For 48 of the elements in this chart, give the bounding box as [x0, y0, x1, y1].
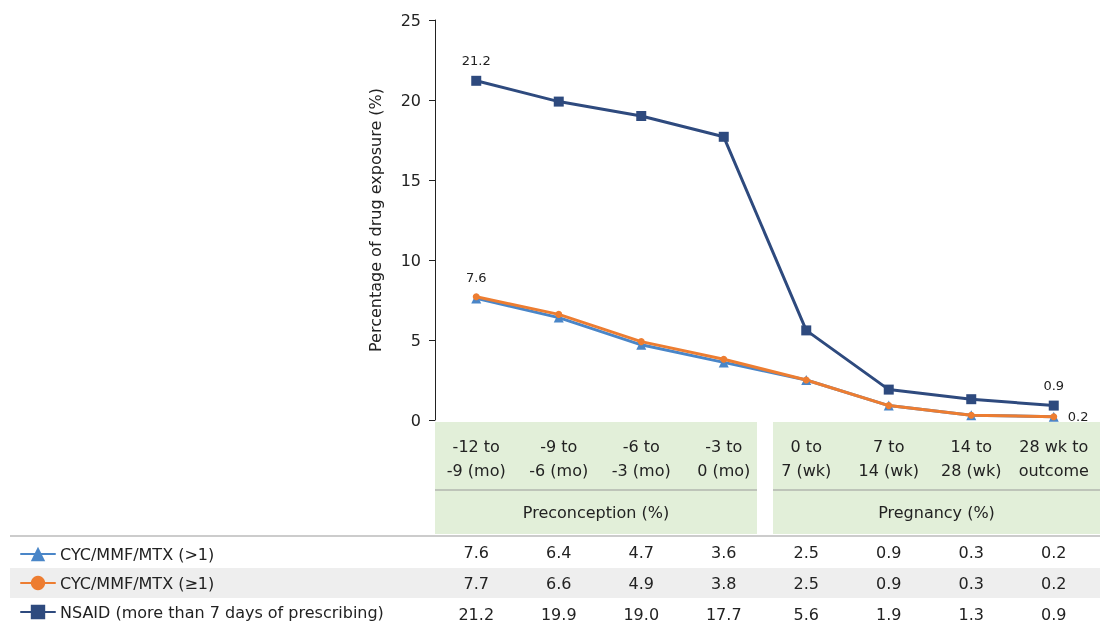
data-label: 0.9 [876, 542, 902, 562]
x-tick-label: -12 to -9 (mo) [446, 436, 506, 480]
data-label: 21.2 [458, 604, 495, 624]
data-label: 0.9 [1041, 604, 1067, 624]
data-label: 1.3 [958, 604, 984, 624]
legend-label: CYC/MMF/MTX (>1) [60, 544, 215, 564]
y-tick-label: 20 [400, 90, 421, 110]
data-label: 0.2 [1041, 573, 1067, 593]
data-label: 6.4 [546, 542, 572, 562]
x-tick-label: 0 to 7 (wk) [781, 436, 832, 480]
x-tick-label: 14 to 28 (wk) [941, 436, 1002, 480]
data-label: 4.7 [628, 542, 654, 562]
y-tick-label: 5 [410, 330, 421, 350]
data-label: 7.7 [463, 573, 489, 593]
data-label: 4.9 [628, 573, 654, 593]
y-tick-label: 0 [410, 410, 421, 430]
data-label: 5.6 [793, 604, 819, 624]
data-label: 3.8 [711, 573, 737, 593]
y-tick-label: 25 [400, 10, 421, 30]
y-axis-title: Percentage of drug exposure (%) [365, 87, 385, 353]
annotation: 0.2 [1067, 409, 1089, 425]
text: Preconception (%) [522, 502, 670, 522]
data-label: 1.9 [876, 604, 902, 624]
data-label: 0.3 [958, 573, 984, 593]
x-tick-label: -9 to -6 (mo) [529, 436, 589, 480]
data-label: 7.6 [463, 542, 489, 562]
data-label: 3.6 [711, 542, 737, 562]
x-tick-label: 7 to 14 (wk) [858, 436, 919, 480]
legend-label: NSAID (more than 7 days of prescribing) [60, 602, 384, 622]
data-label: 0.2 [1041, 542, 1067, 562]
x-tick-label: 28 wk to outcome [1018, 436, 1089, 480]
legend-label: CYC/MMF/MTX (≥1) [60, 573, 215, 593]
y-tick-label: 10 [400, 250, 421, 270]
x-tick-label: -6 to -3 (mo) [611, 436, 671, 480]
text: Pregnancy (%) [878, 502, 995, 522]
data-label: 2.5 [793, 573, 819, 593]
x-tick-label: -3 to 0 (mo) [697, 436, 751, 480]
data-label: 19.0 [623, 604, 660, 624]
data-label: 19.9 [540, 604, 577, 624]
y-tick-label: 15 [400, 170, 421, 190]
data-label: 0.9 [876, 573, 902, 593]
annotation: 21.2 [461, 52, 491, 68]
data-label: 6.6 [546, 573, 572, 593]
data-label: 17.7 [705, 604, 742, 624]
data-label: 0.3 [958, 542, 984, 562]
annotation: 0.9 [1043, 377, 1065, 393]
data-label: 2.5 [793, 542, 819, 562]
annotation: 7.6 [465, 270, 487, 286]
